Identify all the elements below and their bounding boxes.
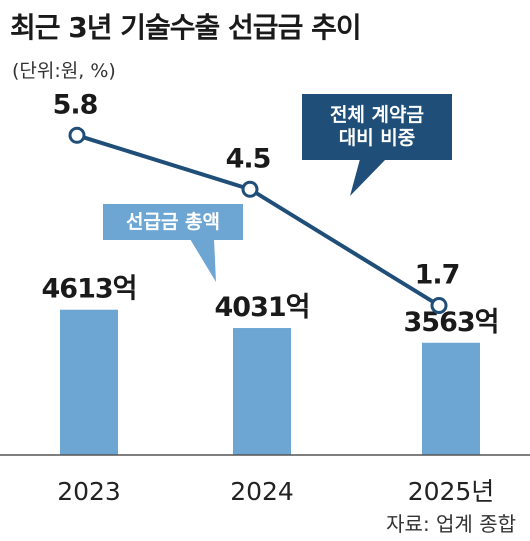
bar-series bbox=[60, 309, 480, 455]
x-axis-tick-labels: 2023 2024 2025년 bbox=[57, 477, 494, 506]
bar-value-label: 4613억 bbox=[42, 274, 137, 305]
bar-callout-pointer bbox=[190, 239, 216, 282]
callout-pointers bbox=[190, 159, 386, 282]
unit-note: (단위:원, %) bbox=[12, 60, 116, 82]
bar-value-label: 3563억 bbox=[404, 307, 499, 338]
x-tick-label: 2023 bbox=[57, 477, 121, 506]
bar-2024 bbox=[233, 328, 291, 455]
source-note: 자료: 업계 종합 bbox=[386, 512, 516, 536]
line-value-label: 1.7 bbox=[415, 259, 460, 290]
bar-value-labels: 4613억 4031억 3563억 bbox=[42, 274, 500, 338]
chart-title: 최근 3년 기술수출 선급금 추이 bbox=[10, 11, 362, 44]
x-tick-label: 2024 bbox=[230, 477, 294, 506]
line-value-labels: 5.8 4.5 1.7 bbox=[53, 89, 461, 290]
line-value-label: 5.8 bbox=[53, 89, 98, 120]
line-series bbox=[68, 126, 448, 314]
line-point-2023 bbox=[68, 126, 86, 144]
bar-series-callout: 선급금 총액 bbox=[103, 204, 243, 240]
bar-2025년 bbox=[422, 342, 480, 455]
line-series-callout: 전체 계약금 대비 비중 bbox=[302, 94, 452, 160]
line-value-label: 4.5 bbox=[226, 143, 271, 174]
line-callout-pointer bbox=[350, 159, 386, 196]
bar-callout-text: 선급금 총액 bbox=[125, 210, 220, 233]
x-tick-label: 2025년 bbox=[408, 477, 495, 506]
line-point-2024 bbox=[241, 180, 259, 198]
bar-value-label: 4031억 bbox=[215, 292, 310, 323]
line-callout-text-2: 대비 비중 bbox=[338, 127, 416, 149]
line-point-2025년 bbox=[430, 296, 448, 314]
bar-2023 bbox=[60, 309, 118, 455]
line-callout-text-1: 전체 계약금 bbox=[329, 104, 424, 127]
